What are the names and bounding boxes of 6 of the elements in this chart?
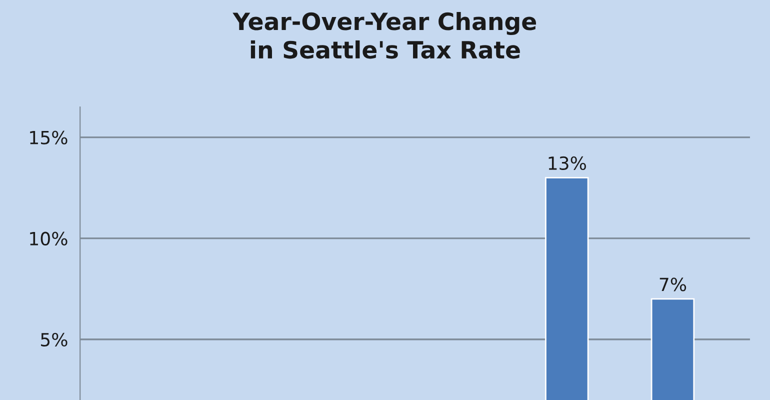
- data-label: 7%: [660, 278, 686, 292]
- y-tick-label: 10%: [30, 232, 68, 246]
- y-tick-label: 15%: [30, 130, 68, 144]
- chart-title: Year-Over-Year Change in Seattle's Tax Rate: [232, 12, 536, 59]
- data-label: 13%: [548, 156, 586, 170]
- y-tick-label: 5%: [41, 332, 68, 346]
